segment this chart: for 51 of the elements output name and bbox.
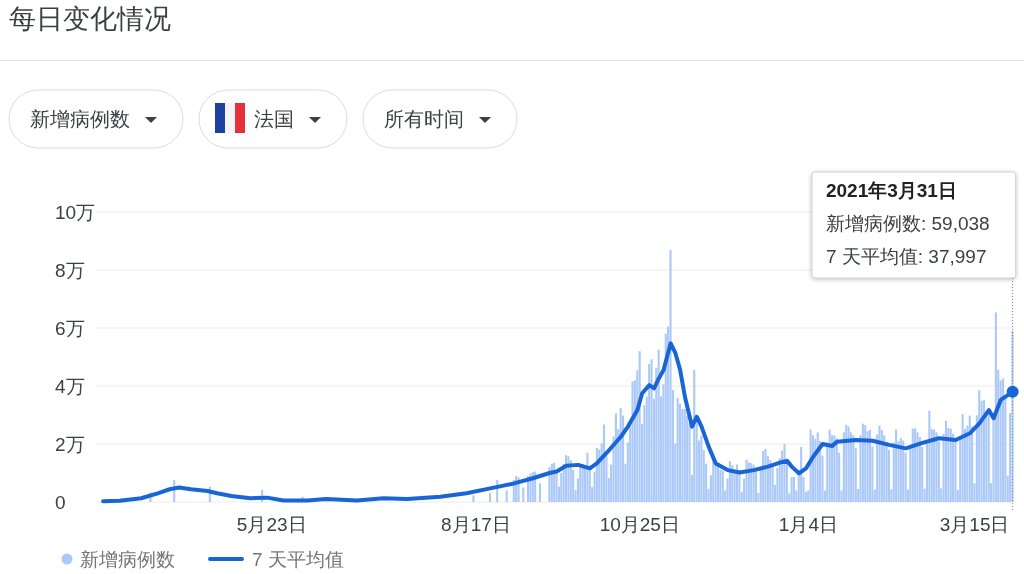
y-tick-label: 4万: [55, 376, 85, 397]
x-tick-label: 10月25日: [599, 514, 680, 535]
bar: [783, 444, 786, 502]
bar: [648, 363, 651, 502]
bar: [895, 429, 898, 502]
bar: [944, 420, 948, 502]
text: 法国: [254, 108, 294, 130]
bar: [933, 429, 936, 502]
y-tick-label: 2万: [55, 434, 85, 455]
x-tick-label: 1月4日: [778, 514, 838, 535]
bar: [961, 414, 964, 502]
bar: [676, 397, 679, 502]
x-tick-label: 5月23日: [236, 514, 307, 535]
bar: [914, 428, 917, 502]
y-tick-label: 6万: [55, 318, 85, 339]
bar: [472, 495, 475, 502]
annotation: 新增病例数: 59,038: [825, 213, 990, 234]
legend-label: 7 天平均值: [252, 549, 344, 570]
bar: [868, 429, 872, 502]
bar: [792, 477, 796, 502]
bar: [911, 428, 914, 502]
bar: [978, 390, 981, 502]
bar: [982, 400, 986, 502]
text: 新增病例数: [30, 108, 130, 130]
bar: [952, 433, 955, 502]
bar: [669, 249, 672, 502]
bar: [614, 413, 617, 502]
x-tick-label: 3月15日: [939, 514, 1010, 535]
x-tick-label: 8月17日: [441, 514, 511, 535]
chart-title: 每日变化情况: [9, 4, 171, 34]
bar: [1001, 378, 1005, 502]
annotation: 7 天平均值: 37,997: [825, 246, 987, 267]
y-tick-label: 8万: [55, 260, 85, 281]
legend-label: 新增病例数: [80, 549, 175, 570]
bar: [693, 370, 696, 502]
bar: [505, 490, 508, 502]
bar: [928, 410, 931, 502]
bar: [619, 408, 622, 502]
y-tick-label: 0: [55, 492, 66, 513]
bar: [538, 483, 541, 502]
y-tick-label: 10万: [55, 202, 96, 223]
bar: [657, 349, 660, 502]
bar: [489, 493, 492, 502]
bar: [1011, 330, 1014, 502]
bar: [994, 312, 997, 502]
bar: [887, 449, 891, 502]
bar: [861, 423, 864, 502]
bar: [790, 477, 793, 502]
bar: [522, 487, 525, 502]
text: 所有时间: [384, 108, 464, 130]
text: 2021年3月31日: [825, 180, 957, 201]
